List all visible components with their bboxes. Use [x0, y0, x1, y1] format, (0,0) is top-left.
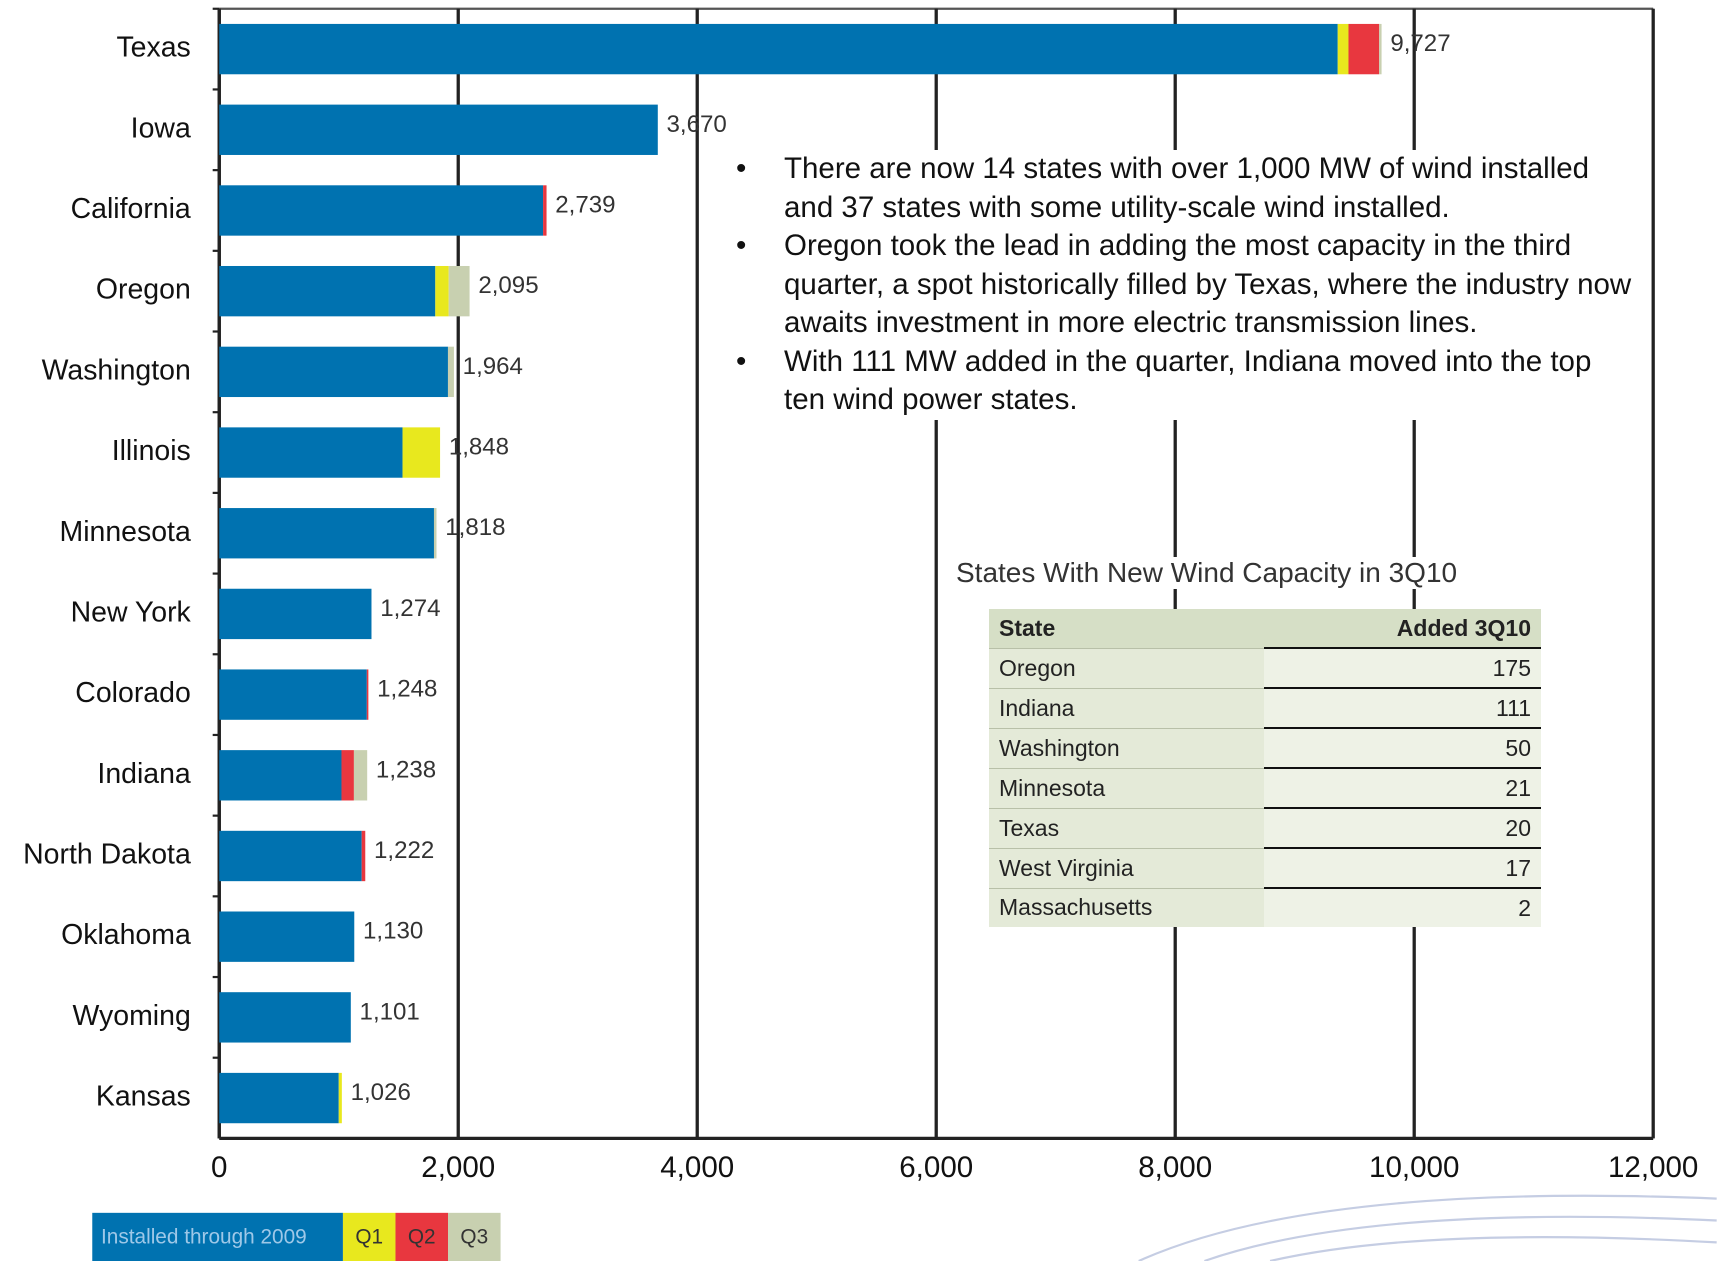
- bar-segment: [1348, 24, 1379, 74]
- total-label: 1,222: [374, 837, 434, 864]
- x-tick-label: 6,000: [899, 1151, 973, 1184]
- table-cell: Oregon: [989, 648, 1264, 688]
- note: Oregon took the lead in adding the most …: [784, 227, 1634, 343]
- bar-segment: [219, 750, 341, 800]
- total-label: 1,964: [463, 353, 523, 380]
- total-label: 1,101: [360, 998, 420, 1025]
- y-tick-label: Iowa: [131, 112, 191, 144]
- table-cell: Indiana: [989, 688, 1264, 728]
- total-label: 9,727: [1390, 30, 1450, 57]
- bar-segment: [435, 266, 448, 316]
- bar-segment: [339, 1073, 342, 1123]
- table-cell: 175: [1264, 648, 1541, 688]
- bar-segment: [403, 427, 441, 477]
- bar-segment: [341, 750, 353, 800]
- y-tick-label: Indiana: [97, 758, 191, 790]
- table-cell: 20: [1264, 808, 1541, 848]
- table-title: States With New Wind Capacity in 3Q10: [950, 557, 1463, 589]
- x-tick-label: 8,000: [1138, 1151, 1212, 1184]
- x-tick-label: 0: [211, 1151, 227, 1184]
- legend-label: Q2: [408, 1225, 436, 1248]
- total-label: 1,130: [363, 918, 423, 945]
- total-label: 1,818: [445, 514, 505, 541]
- x-tick-label: 4,000: [660, 1151, 734, 1184]
- total-label: 1,274: [380, 595, 440, 622]
- bar-segment: [219, 589, 371, 639]
- x-tick-label: 10,000: [1369, 1151, 1459, 1184]
- table-cell: Minnesota: [989, 768, 1264, 808]
- bar-segment: [219, 105, 658, 155]
- page: 0 2,000 4,000 6,000 8,000 10,000 12,000 Texas 9,…: [0, 0, 1717, 1261]
- table-cell: 21: [1264, 768, 1541, 808]
- total-label: 2,095: [478, 272, 538, 299]
- y-tick-label: Washington: [42, 354, 191, 386]
- legend-label: Q1: [355, 1225, 383, 1248]
- bar-segment: [219, 347, 448, 397]
- bar-segment: [219, 508, 434, 558]
- note: With 111 MW added in the quarter, Indian…: [784, 343, 1634, 420]
- total-label: 1,238: [376, 756, 436, 783]
- bar-segment: [1338, 24, 1349, 74]
- y-tick-label: California: [71, 193, 191, 225]
- y-tick-label: Illinois: [112, 435, 191, 467]
- table-header: State: [989, 609, 1264, 648]
- bar-segment: [219, 912, 354, 962]
- bar-segment: [219, 669, 367, 719]
- y-tick-label: New York: [71, 596, 192, 628]
- legend-label: Q3: [460, 1225, 488, 1248]
- bar-segment: [1379, 24, 1381, 74]
- total-label: 3,670: [667, 111, 727, 138]
- y-tick-label: Texas: [116, 32, 190, 64]
- y-tick-label: Minnesota: [60, 516, 191, 548]
- y-tick-label: North Dakota: [23, 839, 191, 871]
- y-tick-label: Colorado: [75, 677, 190, 709]
- total-label: 1,026: [351, 1079, 411, 1106]
- table-cell: Massachusetts: [989, 888, 1264, 927]
- total-label: 1,848: [449, 434, 509, 461]
- bar-segment: [448, 347, 454, 397]
- bar-segment: [219, 24, 1337, 74]
- total-label: 1,248: [377, 676, 437, 703]
- bar-segment: [434, 508, 437, 558]
- x-tick-label: 2,000: [421, 1151, 495, 1184]
- y-tick-label: Wyoming: [72, 1000, 190, 1032]
- y-tick-label: Kansas: [96, 1081, 191, 1113]
- table-cell: West Virginia: [989, 848, 1264, 888]
- table-cell: 2: [1264, 888, 1541, 927]
- table-cell: 111: [1264, 688, 1541, 728]
- decoration: [1139, 1196, 1717, 1261]
- table-cell: Washington: [989, 728, 1264, 768]
- notes: There are now 14 states with over 1,000 …: [730, 150, 1634, 420]
- table-cell: 50: [1264, 728, 1541, 768]
- bar-segment: [219, 185, 543, 235]
- legend-label: Installed through 2009: [101, 1225, 307, 1248]
- y-tick-label: Oregon: [96, 274, 191, 306]
- bar-segment: [219, 1073, 338, 1123]
- bar-segment: [219, 266, 435, 316]
- total-label: 2,739: [555, 191, 615, 218]
- bar-segment: [354, 750, 367, 800]
- table-header: Added 3Q10: [1264, 609, 1541, 648]
- bar-segment: [362, 831, 366, 881]
- bar-segment: [219, 992, 351, 1042]
- bar-segment: [449, 266, 470, 316]
- table-cell: 17: [1264, 848, 1541, 888]
- x-tick-label: 12,000: [1608, 1151, 1698, 1184]
- bar-segment: [543, 185, 546, 235]
- bar-segment: [367, 669, 369, 719]
- table-cell: Texas: [989, 808, 1264, 848]
- bar-segment: [219, 831, 361, 881]
- bar-segment: [219, 427, 402, 477]
- note: There are now 14 states with over 1,000 …: [784, 150, 1634, 227]
- y-tick-label: Oklahoma: [61, 919, 191, 951]
